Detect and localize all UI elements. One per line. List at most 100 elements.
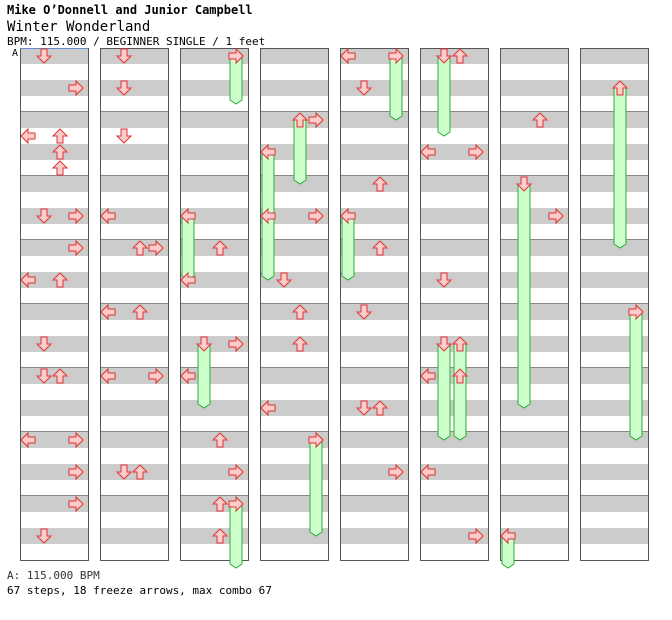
beat-stripe bbox=[100, 176, 168, 192]
beat-stripe bbox=[420, 272, 488, 288]
beat-stripe bbox=[580, 464, 648, 480]
step-arrow-right bbox=[68, 207, 84, 225]
beat-stripe bbox=[180, 304, 248, 320]
chart-column bbox=[500, 48, 569, 561]
step-arrow-up bbox=[291, 304, 309, 320]
freeze-body bbox=[309, 439, 323, 537]
beat-stripe bbox=[500, 368, 568, 384]
beat-stripe bbox=[260, 400, 328, 416]
beat-stripe bbox=[340, 272, 408, 288]
beat-stripe bbox=[260, 80, 328, 96]
chart-column bbox=[20, 48, 89, 561]
beat-stripe bbox=[500, 80, 568, 96]
step-arrow-up bbox=[611, 80, 629, 96]
beat-stripe bbox=[20, 464, 88, 480]
step-stats: 67 steps, 18 freeze arrows, max combo 67 bbox=[7, 584, 272, 597]
step-arrow-left bbox=[420, 463, 436, 481]
column-border bbox=[420, 48, 489, 561]
step-arrow-right bbox=[68, 463, 84, 481]
beat-stripe bbox=[180, 176, 248, 192]
beat-stripe bbox=[500, 272, 568, 288]
beat-stripe bbox=[180, 400, 248, 416]
step-arrow-up bbox=[371, 240, 389, 256]
step-arrow-right bbox=[228, 495, 244, 513]
chart-column bbox=[260, 48, 329, 561]
step-arrow-down bbox=[195, 336, 213, 352]
freeze-body bbox=[517, 183, 531, 409]
beat-stripe bbox=[420, 464, 488, 480]
beat-stripe bbox=[20, 432, 88, 448]
beat-stripe bbox=[420, 80, 488, 96]
beat-stripe bbox=[340, 336, 408, 352]
step-arrow-down bbox=[515, 176, 533, 192]
beat-stripe bbox=[180, 144, 248, 160]
beat-stripe bbox=[100, 80, 168, 96]
beat-stripe bbox=[420, 528, 488, 544]
step-arrow-down bbox=[115, 48, 133, 64]
beat-stripe bbox=[100, 336, 168, 352]
bpm-marker-label: A bbox=[12, 48, 19, 59]
step-arrow-right bbox=[228, 463, 244, 481]
beat-stripe bbox=[20, 208, 88, 224]
bpm-legend: A: 115.000 BPM bbox=[7, 569, 100, 582]
beat-stripe bbox=[20, 528, 88, 544]
beat-stripe bbox=[420, 208, 488, 224]
step-arrow-right bbox=[68, 79, 84, 97]
chart-column bbox=[340, 48, 409, 561]
step-arrow-left bbox=[260, 143, 276, 161]
step-arrow-up bbox=[51, 144, 69, 160]
step-arrow-down bbox=[115, 464, 133, 480]
freeze-body bbox=[613, 87, 627, 249]
step-arrow-up bbox=[451, 48, 469, 64]
beat-stripe bbox=[100, 144, 168, 160]
freeze-body bbox=[437, 55, 451, 137]
freeze-arrow bbox=[308, 431, 324, 537]
beat-stripe bbox=[500, 528, 568, 544]
beat-stripe bbox=[180, 272, 248, 288]
chart-column bbox=[420, 48, 489, 561]
beat-stripe bbox=[500, 48, 568, 64]
step-arrow-right bbox=[388, 47, 404, 65]
beat-stripe bbox=[500, 496, 568, 512]
beat-stripe bbox=[20, 400, 88, 416]
beat-stripe bbox=[500, 432, 568, 448]
column-border bbox=[500, 48, 569, 561]
column-border bbox=[100, 48, 169, 561]
beat-stripe bbox=[20, 80, 88, 96]
beat-stripe bbox=[580, 528, 648, 544]
step-arrow-right bbox=[68, 431, 84, 449]
beat-stripe bbox=[420, 496, 488, 512]
freeze-body bbox=[629, 311, 643, 441]
step-arrow-up bbox=[131, 240, 149, 256]
step-arrow-left bbox=[100, 367, 116, 385]
beat-stripe bbox=[100, 48, 168, 64]
freeze-arrow bbox=[611, 80, 629, 249]
beat-stripe bbox=[500, 304, 568, 320]
freeze-body bbox=[389, 55, 403, 121]
step-arrow-down bbox=[435, 272, 453, 288]
step-arrow-right bbox=[388, 463, 404, 481]
beat-stripe bbox=[420, 112, 488, 128]
step-arrow-down bbox=[35, 208, 53, 224]
freeze-body bbox=[293, 119, 307, 185]
step-arrow-down bbox=[35, 368, 53, 384]
chart-column bbox=[580, 48, 649, 561]
step-arrow-right bbox=[68, 495, 84, 513]
step-arrow-up bbox=[371, 176, 389, 192]
freeze-body bbox=[437, 343, 451, 441]
beat-stripe bbox=[500, 144, 568, 160]
beat-stripe bbox=[180, 208, 248, 224]
freeze-arrow bbox=[515, 176, 533, 409]
beat-stripe bbox=[20, 336, 88, 352]
step-arrow-left bbox=[20, 127, 36, 145]
step-arrow-right bbox=[308, 111, 324, 129]
beat-stripe bbox=[100, 368, 168, 384]
beat-stripe bbox=[100, 496, 168, 512]
step-arrow-down bbox=[35, 528, 53, 544]
step-arrow-up bbox=[371, 400, 389, 416]
beat-stripe bbox=[420, 176, 488, 192]
beat-stripe bbox=[20, 240, 88, 256]
step-arrow-right bbox=[308, 431, 324, 449]
beat-stripe bbox=[580, 48, 648, 64]
